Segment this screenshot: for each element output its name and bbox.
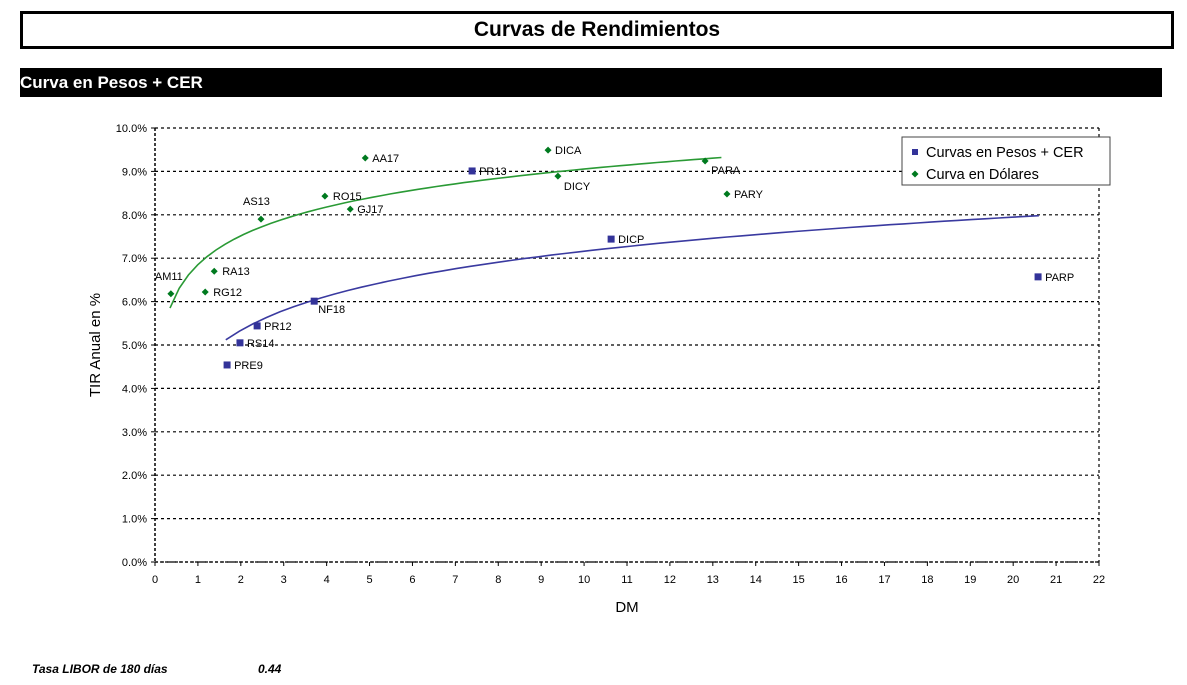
marker-diamond bbox=[723, 190, 731, 198]
x-tick-label: 10 bbox=[578, 574, 590, 586]
marker-square bbox=[236, 339, 244, 347]
data-label: AM11 bbox=[155, 271, 183, 283]
marker-diamond bbox=[167, 290, 175, 298]
data-label: PR12 bbox=[264, 321, 292, 333]
x-tick-label: 16 bbox=[835, 574, 847, 586]
legend-box bbox=[901, 136, 1111, 186]
data-label: PRE9 bbox=[234, 360, 263, 372]
y-tick-label: 8.0% bbox=[122, 210, 147, 222]
data-label: PARY bbox=[734, 189, 764, 201]
marker-square bbox=[1034, 273, 1042, 281]
x-tick-label: 1 bbox=[195, 574, 201, 586]
data-label: RG12 bbox=[213, 287, 242, 299]
data-label: AS13 bbox=[243, 196, 270, 208]
y-tick-label: 1.0% bbox=[122, 514, 147, 526]
marker-square bbox=[310, 297, 318, 305]
x-tick-label: 9 bbox=[538, 574, 544, 586]
x-tick-label: 7 bbox=[452, 574, 458, 586]
data-label: NF18 bbox=[318, 304, 345, 316]
y-tick-label: 10.0% bbox=[116, 123, 147, 135]
page-title: Curvas de Rendimientos bbox=[20, 11, 1174, 49]
legend-label: Curvas en Pesos + CER bbox=[926, 145, 1084, 161]
marker-diamond bbox=[346, 205, 354, 213]
x-tick-label: 21 bbox=[1050, 574, 1062, 586]
data-label: DICA bbox=[555, 145, 582, 157]
y-tick-label: 6.0% bbox=[122, 297, 147, 309]
legend-diamond-icon bbox=[911, 170, 919, 178]
marker-square bbox=[607, 235, 615, 243]
x-tick-label: 20 bbox=[1007, 574, 1019, 586]
marker-diamond bbox=[544, 146, 552, 154]
marker-square bbox=[253, 322, 261, 330]
x-tick-label: 5 bbox=[366, 574, 372, 586]
y-tick-label: 7.0% bbox=[122, 253, 147, 265]
x-tick-label: 13 bbox=[707, 574, 719, 586]
marker-square bbox=[223, 361, 231, 369]
libor-label: Tasa LIBOR de 180 días bbox=[32, 662, 168, 676]
yield-curve-chart: 0.0% 1.0% 2.0% 3.0% 4.0% 5.0% 6.0% 7.0% 8.0% 9.0%… bbox=[60, 110, 1120, 630]
x-tick-label: 22 bbox=[1093, 574, 1105, 586]
data-label: PARA bbox=[711, 165, 741, 177]
marker-diamond bbox=[361, 154, 369, 162]
x-tick-label: 18 bbox=[921, 574, 933, 586]
y-tick-label: 0.0% bbox=[122, 557, 147, 569]
y-tick-label: 3.0% bbox=[122, 427, 147, 439]
data-label: AA17 bbox=[372, 153, 399, 165]
x-tick-label: 11 bbox=[621, 574, 632, 586]
libor-value: 0.44 bbox=[258, 662, 282, 676]
page-title-text: Curvas de Rendimientos bbox=[473, 18, 721, 41]
y-tick-label: 2.0% bbox=[122, 470, 147, 482]
x-tick-label: 15 bbox=[793, 574, 805, 586]
x-tick-label: 2 bbox=[238, 574, 244, 586]
chart-svg: 0.0% 1.0% 2.0% 3.0% 4.0% 5.0% 6.0% 7.0% 8.0% 9.0%… bbox=[87, 123, 1111, 616]
marker-diamond bbox=[321, 192, 329, 200]
marker-diamond bbox=[201, 288, 209, 296]
y-tick-label: 9.0% bbox=[122, 166, 147, 178]
data-label: RA13 bbox=[222, 266, 250, 278]
legend-square-icon bbox=[912, 149, 918, 155]
x-tick-label: 6 bbox=[409, 574, 415, 586]
data-label: GJ17 bbox=[357, 204, 383, 216]
x-tick-label: 19 bbox=[964, 574, 976, 586]
x-tick-label: 14 bbox=[750, 574, 762, 586]
x-tick-label: 3 bbox=[281, 574, 287, 586]
data-label: DICY bbox=[564, 181, 591, 193]
x-tick-label: 12 bbox=[664, 574, 676, 586]
y-tick-label: 4.0% bbox=[122, 383, 147, 395]
marker-diamond bbox=[701, 157, 709, 165]
legend-label: Curva en Dólares bbox=[926, 167, 1039, 183]
pesos-trendline bbox=[225, 214, 1039, 341]
marker-diamond bbox=[257, 215, 265, 223]
data-label: PARP bbox=[1045, 272, 1074, 284]
y-axis-label: TIR Anual en % bbox=[87, 293, 104, 397]
x-axis-label: DM bbox=[615, 599, 638, 616]
x-tick-label: 17 bbox=[878, 574, 890, 586]
marker-square bbox=[468, 167, 476, 175]
x-tick-label: 0 bbox=[152, 574, 158, 586]
data-label: PR13 bbox=[479, 166, 507, 178]
data-label: RO15 bbox=[333, 191, 362, 203]
x-tick-label: 4 bbox=[324, 574, 330, 586]
section-title: Curva en Pesos + CER bbox=[20, 72, 203, 92]
x-tick-label: 8 bbox=[495, 574, 501, 586]
legend: Curvas en Pesos + CER Curva en Dólares bbox=[901, 136, 1111, 186]
y-tick-label: 5.0% bbox=[122, 340, 147, 352]
marker-diamond bbox=[554, 172, 562, 180]
section-header: Curva en Pesos + CER bbox=[20, 68, 1162, 97]
data-label: DICP bbox=[618, 234, 644, 246]
marker-diamond bbox=[210, 267, 218, 275]
data-label: RS14 bbox=[247, 338, 275, 350]
dolares-trendline bbox=[169, 156, 722, 309]
